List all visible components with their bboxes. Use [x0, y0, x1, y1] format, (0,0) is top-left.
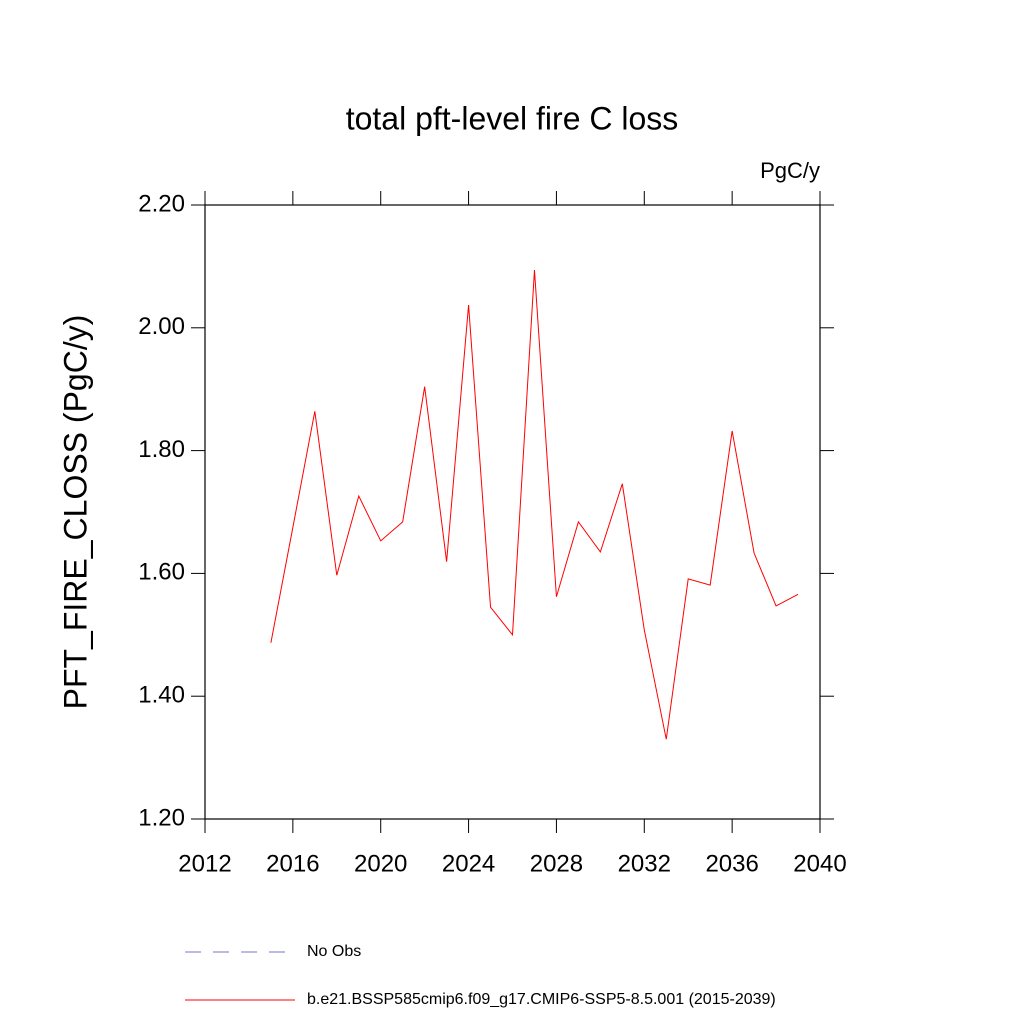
chart-title: total pft-level fire C loss	[346, 100, 679, 136]
y-tick-label: 2.00	[138, 313, 185, 340]
x-tick-label: 2016	[266, 850, 319, 877]
x-tick-label: 2032	[618, 850, 671, 877]
units-label: PgC/y	[760, 158, 820, 183]
legend-label: No Obs	[307, 943, 361, 960]
y-axis-label: PFT_FIRE_CLOSS (PgC/y)	[57, 315, 93, 710]
series-line	[270, 270, 799, 740]
x-tick-label: 2040	[793, 850, 846, 877]
x-tick-label: 2024	[442, 850, 495, 877]
x-tick-label: 2036	[705, 850, 758, 877]
y-tick-label: 1.60	[138, 559, 185, 586]
legend-label: b.e21.BSSP585cmip6.f09_g17.CMIP6-SSP5-8.…	[307, 991, 776, 1008]
x-tick-label: 2012	[178, 850, 231, 877]
y-tick-label: 1.80	[138, 436, 185, 463]
y-tick-label: 1.40	[138, 682, 185, 709]
x-tick-label: 2028	[530, 850, 583, 877]
plot-frame	[204, 204, 821, 820]
y-tick-label: 2.20	[138, 190, 185, 217]
y-tick-label: 1.20	[138, 804, 185, 831]
x-tick-label: 2020	[354, 850, 407, 877]
